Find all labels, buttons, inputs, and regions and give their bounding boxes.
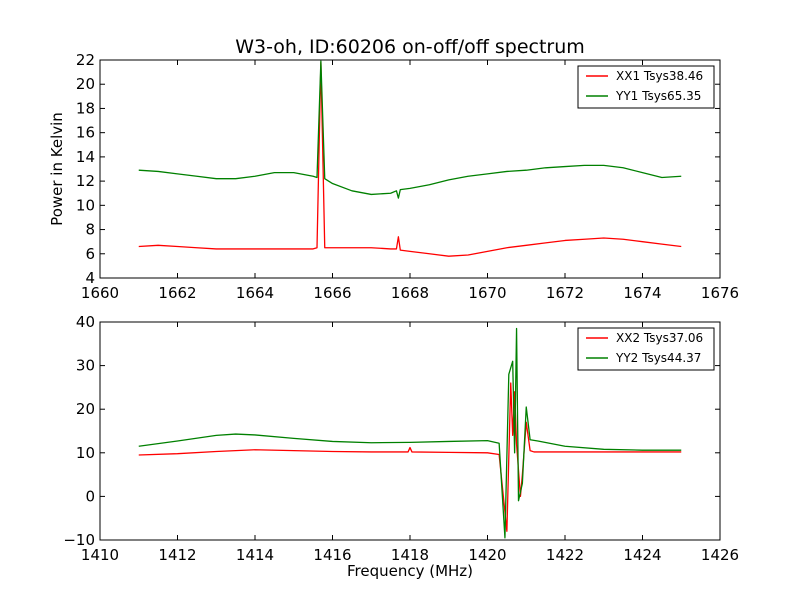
plot-2-ytick-label: 40: [76, 313, 95, 331]
plot-1-ytick-label: 16: [76, 124, 95, 142]
plot-1-ytick-label: 6: [85, 245, 95, 263]
plot-1-legend-label-2: YY1 Tsys65.35: [615, 89, 701, 103]
plot-1-ytick-label: 4: [85, 269, 95, 287]
plot-2-xtick-label: 1416: [313, 546, 351, 564]
plot-1-xtick-label: 1662: [158, 284, 196, 302]
plot-1-legend-box: [577, 65, 715, 109]
plot-1-ytick-label: 8: [85, 221, 95, 239]
plot-2-ytick-label: 10: [76, 444, 95, 462]
plot-1-ytick-label: 20: [76, 75, 95, 93]
plot-1-ytick-label: 12: [76, 172, 95, 190]
plot-1-series-2-line: [138, 60, 682, 199]
plot-1-legend-label-1: XX1 Tsys38.46: [616, 69, 703, 83]
plot-1-ytick-label: 10: [76, 196, 95, 214]
plot-1-xtick-label: 1670: [468, 284, 506, 302]
plot-1-xtick-label: 1668: [391, 284, 429, 302]
plot-2-xtick-label: 1426: [701, 546, 739, 564]
plot-2-series-1-line: [138, 382, 682, 532]
plot-2-ytick-label: −10: [63, 531, 95, 549]
plot-1-xtick-label: 1676: [701, 284, 739, 302]
plot-2-legend-label-1: XX2 Tsys37.06: [616, 331, 703, 345]
plot-1-legend: XX1 Tsys38.46 YY1 Tsys65.35: [577, 65, 715, 109]
plot-1-ytick-label: 14: [76, 148, 95, 166]
plot-1-xtick-label: 1664: [236, 284, 274, 302]
plot-2-xtick-label: 1412: [158, 546, 196, 564]
plot-2: 1410 1412 1414 1416 1418 1420 1422 1424 1426 −10 0…: [63, 313, 739, 580]
plot-2-xtick-label: 1414: [236, 546, 274, 564]
plot-2-xtick-label: 1418: [391, 546, 429, 564]
plots-container: 1660 1662 1664 1666 1668 1670 1672 1674 1676 4 6 8 1…: [48, 51, 739, 580]
plot-1-xtick-label: 1666: [313, 284, 351, 302]
plot-1-ytick-label: 18: [76, 99, 95, 117]
plot-2-xtick-label: 1424: [623, 546, 661, 564]
plot-2-legend: XX2 Tsys37.06 YY2 Tsys44.37: [577, 327, 715, 371]
plot-2-xtick-label: 1410: [81, 546, 119, 564]
plot-2-xtick-label: 1420: [468, 546, 506, 564]
plot-1-ytick-label: 22: [76, 51, 95, 69]
plot-1: 1660 1662 1664 1666 1668 1670 1672 1674 1676 4 6 8 1…: [48, 51, 739, 302]
plot-2-ytick-label: 0: [85, 487, 95, 505]
plot-2-ytick-label: 20: [76, 400, 95, 418]
plot-2-xtick-label: 1422: [546, 546, 584, 564]
plot-2-legend-label-2: YY2 Tsys44.37: [615, 351, 701, 365]
figure-title: W3-oh, ID:60206 on-off/off spectrum: [235, 36, 585, 58]
plot-1-xtick-label: 1672: [546, 284, 584, 302]
plot-2-series-2-line: [138, 327, 682, 539]
plot-1-series-1-line: [138, 61, 682, 257]
plot-1-xtick-label: 1674: [623, 284, 661, 302]
plot-2-legend-box: [577, 327, 715, 371]
plot-1-xtick-label: 1660: [81, 284, 119, 302]
plot-2-ytick-label: 30: [76, 357, 95, 375]
plot-2-xlabel: Frequency (MHz): [347, 562, 473, 580]
plot-1-ylabel: Power in Kelvin: [48, 112, 66, 226]
